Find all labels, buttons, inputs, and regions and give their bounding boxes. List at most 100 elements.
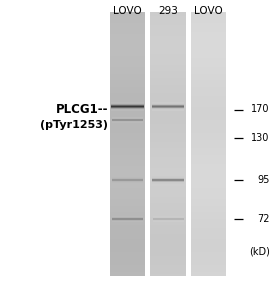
- Bar: [150, 133, 186, 135]
- Text: PLCG1--: PLCG1--: [56, 103, 108, 116]
- Bar: [110, 199, 145, 201]
- Bar: [150, 223, 186, 225]
- Bar: [191, 111, 226, 113]
- Bar: [110, 76, 145, 78]
- Bar: [110, 65, 145, 67]
- Bar: [110, 16, 145, 19]
- Bar: [191, 91, 226, 93]
- Bar: [150, 109, 186, 111]
- Bar: [191, 272, 226, 274]
- Bar: [150, 151, 186, 153]
- Bar: [191, 179, 226, 182]
- Bar: [191, 175, 226, 177]
- Bar: [110, 43, 145, 45]
- Bar: [150, 12, 186, 14]
- Bar: [150, 252, 186, 254]
- Bar: [110, 131, 145, 133]
- Bar: [110, 188, 145, 190]
- Bar: [110, 104, 145, 106]
- Bar: [191, 192, 226, 195]
- Bar: [110, 58, 145, 60]
- Bar: [110, 148, 145, 151]
- Bar: [191, 248, 226, 250]
- Bar: [110, 120, 145, 122]
- Bar: [191, 32, 226, 34]
- Bar: [110, 157, 145, 159]
- Bar: [110, 245, 145, 248]
- Bar: [110, 137, 145, 140]
- Text: 130: 130: [251, 133, 270, 143]
- Bar: [191, 126, 226, 129]
- Bar: [150, 45, 186, 47]
- Text: LOVO: LOVO: [194, 6, 223, 16]
- Bar: [110, 201, 145, 203]
- Bar: [191, 50, 226, 52]
- Bar: [191, 162, 226, 164]
- Bar: [191, 45, 226, 47]
- Bar: [191, 230, 226, 232]
- Bar: [110, 71, 145, 74]
- Bar: [191, 140, 226, 142]
- Bar: [110, 69, 145, 71]
- Bar: [110, 38, 145, 40]
- Bar: [150, 188, 186, 190]
- Bar: [191, 217, 226, 219]
- Bar: [150, 43, 186, 45]
- Bar: [150, 104, 186, 106]
- Bar: [110, 225, 145, 228]
- Bar: [110, 40, 145, 43]
- Bar: [191, 102, 226, 104]
- Bar: [150, 140, 186, 142]
- Bar: [150, 258, 186, 261]
- Bar: [191, 166, 226, 168]
- Bar: [150, 87, 186, 89]
- Bar: [110, 111, 145, 113]
- Bar: [110, 182, 145, 184]
- Bar: [150, 168, 186, 170]
- Bar: [110, 78, 145, 80]
- Bar: [150, 157, 186, 159]
- Bar: [191, 184, 226, 186]
- Bar: [150, 184, 186, 186]
- Bar: [191, 54, 226, 56]
- Bar: [191, 100, 226, 102]
- Bar: [110, 177, 145, 179]
- Bar: [191, 60, 226, 63]
- Bar: [191, 238, 226, 241]
- Bar: [150, 65, 186, 67]
- Bar: [191, 67, 226, 69]
- Bar: [150, 21, 186, 23]
- Bar: [150, 47, 186, 50]
- Bar: [191, 228, 226, 230]
- Bar: [110, 238, 145, 241]
- Bar: [191, 159, 226, 162]
- Bar: [110, 217, 145, 219]
- Bar: [191, 263, 226, 265]
- Bar: [191, 69, 226, 71]
- Bar: [110, 45, 145, 47]
- Bar: [191, 16, 226, 19]
- Bar: [150, 177, 186, 179]
- Bar: [191, 14, 226, 16]
- Bar: [110, 212, 145, 214]
- Bar: [150, 190, 186, 192]
- Bar: [191, 172, 226, 175]
- Bar: [191, 56, 226, 58]
- Bar: [150, 118, 186, 120]
- Bar: [191, 27, 226, 30]
- Bar: [150, 91, 186, 93]
- Bar: [110, 54, 145, 56]
- Bar: [110, 124, 145, 126]
- Bar: [191, 190, 226, 192]
- Bar: [150, 23, 186, 25]
- Bar: [110, 221, 145, 223]
- Bar: [191, 118, 226, 120]
- Bar: [150, 186, 186, 188]
- Bar: [150, 126, 186, 129]
- Bar: [110, 250, 145, 252]
- Bar: [191, 71, 226, 74]
- Bar: [150, 170, 186, 172]
- Bar: [110, 146, 145, 148]
- Bar: [110, 89, 145, 91]
- Bar: [110, 265, 145, 267]
